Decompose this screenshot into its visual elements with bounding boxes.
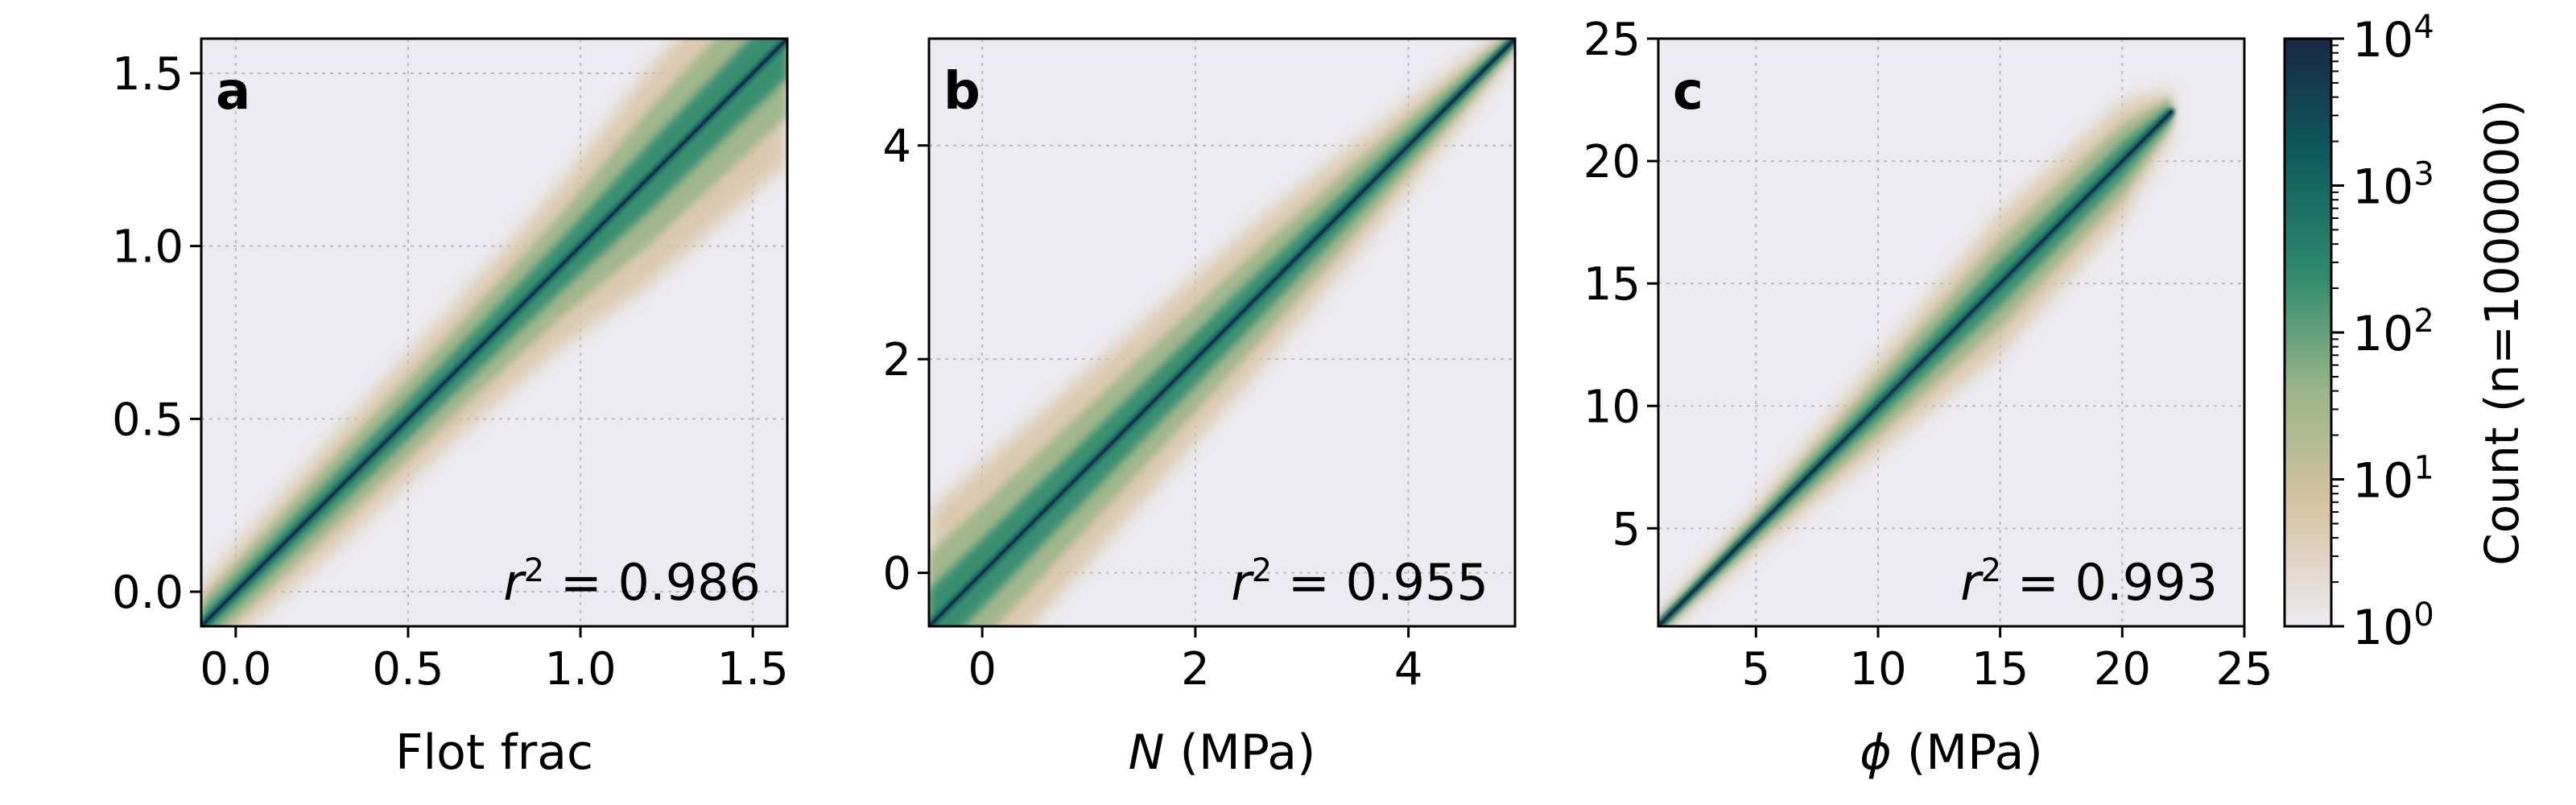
y-tick-label: 15 <box>1583 258 1641 311</box>
x-tick-label: 1.0 <box>545 643 617 696</box>
panel-letter-a: a <box>216 62 250 122</box>
colorbar-tick-label: 104 <box>2352 9 2434 68</box>
x-ticks-c: 5 10 15 20 25 <box>1742 626 2273 696</box>
density-a <box>201 39 787 626</box>
r2-annotation-b: r2 = 0.955 <box>1231 552 1488 612</box>
density-ridge-line <box>201 39 787 626</box>
panel-c: 5 10 15 20 25 5 10 15 20 25 c r2 = 0.993 ϕ (MPa) <box>1583 14 2273 781</box>
axes-frame-c <box>1657 37 2246 628</box>
r2-annotation-c: r2 = 0.993 <box>1960 552 2218 612</box>
y-tick-label: 1.5 <box>112 48 184 101</box>
density-ridge-line <box>1658 110 2173 626</box>
x-tick-label: 2 <box>1181 643 1210 696</box>
x-tick-label: 5 <box>1742 643 1771 696</box>
colorbar-gradient <box>2283 37 2333 628</box>
axes-frame-a <box>200 37 789 628</box>
x-tick-label: 15 <box>1971 643 2029 696</box>
y-tick-label: 10 <box>1583 381 1641 433</box>
x-tick-label: 0.0 <box>200 643 271 696</box>
y-tick-label: 2 <box>882 334 911 386</box>
panel-a: 0.0 0.5 1.0 1.5 0.0 0.5 1.0 1.5 a r2 = 0.986 F… <box>112 37 789 781</box>
r2-annotation-a: r2 = 0.986 <box>503 552 761 612</box>
density-c <box>1658 89 2175 626</box>
y-tick-label: 5 <box>1612 503 1641 555</box>
x-axis-label-a: Flot frac <box>395 724 593 781</box>
x-ticks-a: 0.0 0.5 1.0 1.5 <box>200 626 789 696</box>
y-ticks-a: 0.0 0.5 1.0 1.5 <box>112 48 201 619</box>
colorbar: 100 101 102 103 104 Count (n=1000000) <box>2283 9 2529 656</box>
colorbar-tick-label: 103 <box>2352 156 2434 216</box>
colorbar-tick-label: 101 <box>2352 450 2434 510</box>
x-tick-label: 1.5 <box>717 643 789 696</box>
x-tick-label: 0 <box>968 643 997 696</box>
axes-frame-b <box>927 37 1517 628</box>
x-axis-label-b: N (MPa) <box>1129 724 1316 781</box>
x-tick-label: 4 <box>1394 643 1423 696</box>
x-ticks-b: 0 2 4 <box>968 626 1422 696</box>
y-tick-label: 0 <box>882 548 911 601</box>
y-ticks-b: 0 2 4 <box>882 121 929 601</box>
colorbar-tick-label: 102 <box>2352 303 2434 362</box>
colorbar-tick-label: 100 <box>2352 597 2434 656</box>
y-tick-label: 20 <box>1583 136 1641 188</box>
density-ridge-line <box>929 39 1515 626</box>
y-tick-label: 4 <box>882 121 911 173</box>
x-tick-label: 10 <box>1849 643 1906 696</box>
colorbar-label: Count (n=1000000) <box>2475 99 2529 566</box>
x-axis-label-c: ϕ (MPa) <box>1860 724 2043 781</box>
x-tick-label: 0.5 <box>372 643 444 696</box>
density-b <box>929 39 1515 626</box>
panel-letter-c: c <box>1673 62 1703 122</box>
y-tick-label: 25 <box>1583 14 1641 66</box>
x-tick-label: 20 <box>2094 643 2151 696</box>
y-ticks-c: 5 10 15 20 25 <box>1583 14 1658 555</box>
y-tick-label: 1.0 <box>112 221 184 274</box>
x-tick-label: 25 <box>2215 643 2273 696</box>
panel-letter-b: b <box>943 62 980 122</box>
colorbar-ticks: 100 101 102 103 104 <box>2331 9 2434 656</box>
y-tick-label: 0.0 <box>112 567 184 619</box>
y-tick-label: 0.5 <box>112 394 184 446</box>
panel-b: 0 2 4 0 2 4 b r2 = 0.955 N (MPa) <box>882 37 1517 781</box>
